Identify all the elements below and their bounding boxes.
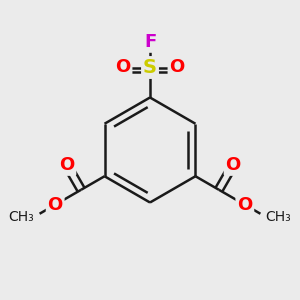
- Text: S: S: [143, 58, 157, 77]
- Text: F: F: [144, 33, 156, 51]
- Text: CH₃: CH₃: [9, 210, 34, 224]
- Text: O: O: [237, 196, 253, 214]
- Text: O: O: [226, 156, 241, 174]
- Text: O: O: [59, 156, 74, 174]
- Text: O: O: [116, 58, 130, 76]
- Text: O: O: [47, 196, 63, 214]
- Text: CH₃: CH₃: [266, 210, 291, 224]
- Text: O: O: [169, 58, 184, 76]
